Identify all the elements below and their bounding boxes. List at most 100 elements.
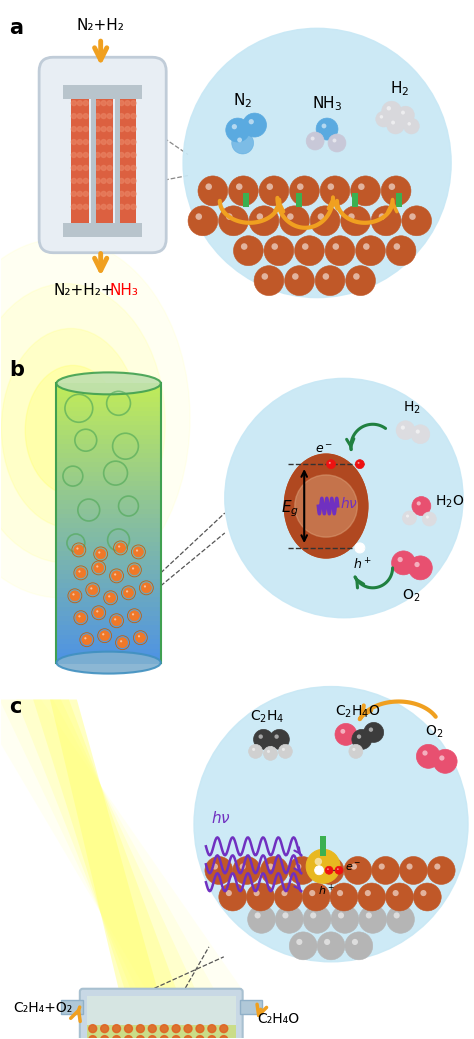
- Bar: [56, 434, 161, 441]
- Bar: [87, 995, 236, 1039]
- Bar: [56, 597, 161, 603]
- Circle shape: [240, 863, 246, 870]
- Circle shape: [316, 856, 344, 884]
- Bar: [56, 453, 161, 459]
- Circle shape: [90, 587, 92, 589]
- Circle shape: [107, 139, 112, 144]
- Circle shape: [125, 205, 130, 209]
- Circle shape: [94, 608, 104, 618]
- Circle shape: [369, 727, 373, 731]
- Circle shape: [77, 191, 82, 196]
- Ellipse shape: [1, 328, 140, 528]
- Circle shape: [345, 932, 373, 960]
- Circle shape: [83, 139, 88, 144]
- Circle shape: [330, 883, 358, 911]
- Bar: [243, 193, 249, 207]
- Bar: [56, 411, 161, 417]
- Circle shape: [98, 552, 100, 554]
- Circle shape: [356, 236, 385, 266]
- Circle shape: [132, 613, 134, 615]
- Circle shape: [408, 122, 411, 126]
- Circle shape: [72, 179, 76, 184]
- Circle shape: [78, 615, 81, 617]
- Circle shape: [77, 139, 82, 144]
- Circle shape: [226, 213, 233, 220]
- Text: O$_2$: O$_2$: [425, 724, 443, 741]
- Bar: [91, 99, 96, 222]
- Circle shape: [95, 179, 100, 184]
- Ellipse shape: [293, 465, 359, 547]
- Circle shape: [196, 1024, 204, 1033]
- Bar: [56, 425, 161, 431]
- Ellipse shape: [284, 454, 368, 558]
- Circle shape: [323, 863, 329, 870]
- Circle shape: [125, 165, 130, 170]
- Circle shape: [198, 176, 228, 206]
- Text: NH₃: NH₃: [109, 283, 138, 297]
- Circle shape: [137, 1024, 145, 1033]
- Circle shape: [364, 722, 383, 743]
- Circle shape: [113, 1024, 120, 1033]
- Circle shape: [125, 127, 130, 132]
- Circle shape: [359, 905, 387, 933]
- Circle shape: [148, 1036, 156, 1039]
- Circle shape: [310, 206, 340, 236]
- Circle shape: [302, 243, 309, 249]
- Circle shape: [261, 856, 288, 884]
- Circle shape: [401, 110, 405, 114]
- Circle shape: [344, 856, 372, 884]
- Circle shape: [252, 748, 255, 751]
- Circle shape: [72, 101, 76, 106]
- Circle shape: [392, 551, 415, 575]
- Circle shape: [323, 273, 329, 279]
- Circle shape: [101, 153, 106, 158]
- Circle shape: [295, 863, 301, 870]
- Circle shape: [331, 905, 359, 933]
- Text: H$_2$: H$_2$: [402, 400, 420, 417]
- Circle shape: [129, 611, 139, 620]
- Circle shape: [108, 595, 110, 597]
- Ellipse shape: [302, 476, 350, 536]
- Circle shape: [324, 939, 330, 945]
- Polygon shape: [0, 699, 214, 989]
- Circle shape: [83, 127, 88, 132]
- Ellipse shape: [295, 475, 357, 537]
- Circle shape: [83, 179, 88, 184]
- Circle shape: [101, 191, 106, 196]
- Circle shape: [254, 266, 284, 296]
- Circle shape: [357, 735, 361, 739]
- Circle shape: [264, 746, 277, 761]
- Bar: [87, 1024, 236, 1039]
- Circle shape: [306, 849, 340, 883]
- Ellipse shape: [310, 487, 341, 525]
- Circle shape: [274, 735, 279, 739]
- Text: b: b: [9, 361, 24, 380]
- Ellipse shape: [324, 503, 328, 509]
- Circle shape: [386, 883, 413, 911]
- Circle shape: [101, 179, 106, 184]
- Circle shape: [316, 118, 338, 140]
- Circle shape: [416, 429, 420, 433]
- Circle shape: [320, 176, 350, 206]
- Text: N$_2$: N$_2$: [233, 91, 252, 110]
- Circle shape: [125, 179, 130, 184]
- Circle shape: [72, 165, 76, 170]
- Circle shape: [420, 890, 427, 897]
- Circle shape: [95, 153, 100, 158]
- Circle shape: [124, 588, 134, 597]
- Circle shape: [102, 633, 104, 636]
- Circle shape: [101, 113, 106, 118]
- Circle shape: [337, 869, 339, 870]
- Bar: [56, 518, 161, 524]
- Circle shape: [83, 205, 88, 209]
- Circle shape: [160, 1036, 168, 1039]
- Text: $e^-$: $e^-$: [345, 861, 361, 873]
- Text: C₂H₄O: C₂H₄O: [257, 1012, 300, 1025]
- Circle shape: [357, 462, 360, 463]
- Bar: [56, 528, 161, 533]
- Text: H$_2$O: H$_2$O: [435, 494, 465, 510]
- Circle shape: [114, 618, 116, 620]
- Bar: [56, 547, 161, 552]
- Circle shape: [226, 890, 232, 897]
- Circle shape: [292, 273, 299, 279]
